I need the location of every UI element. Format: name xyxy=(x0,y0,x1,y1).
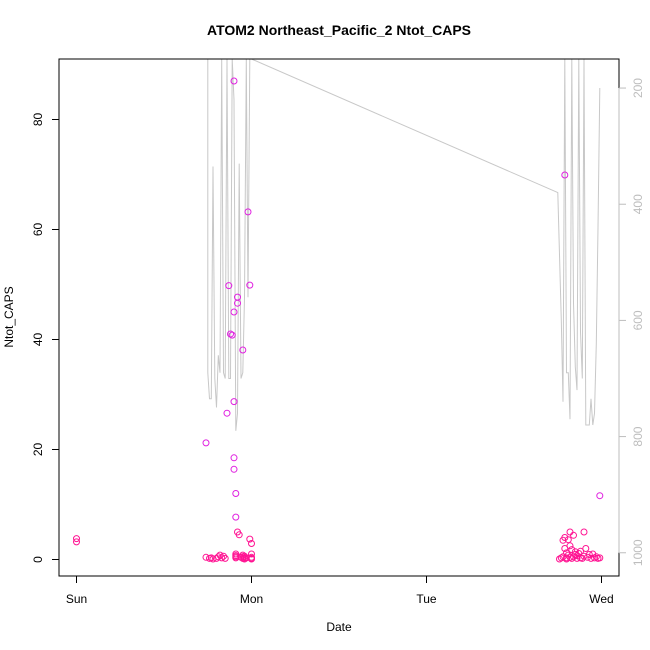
data-point xyxy=(246,535,254,543)
x-tick-label: Sun xyxy=(66,592,87,606)
data-point xyxy=(202,439,210,447)
chart-title: ATOM2 Northeast_Pacific_2 Ntot_CAPS xyxy=(207,22,471,38)
data-point xyxy=(232,490,240,497)
data-point xyxy=(242,554,250,562)
data-point xyxy=(248,540,255,547)
data-point xyxy=(214,553,222,561)
y-tick-label: 0 xyxy=(31,556,45,563)
data-point xyxy=(223,409,231,417)
data-point xyxy=(218,554,226,562)
x-tick-label: Wed xyxy=(589,592,613,606)
data-point xyxy=(571,551,579,558)
plot-area xyxy=(73,58,604,563)
data-point xyxy=(230,398,238,406)
data-point xyxy=(557,554,565,562)
plot-frame xyxy=(58,58,620,577)
data-point xyxy=(232,554,240,562)
data-point xyxy=(248,555,255,563)
x-axis: Sun Mon Tue Wed xyxy=(66,575,614,606)
y2-tick-label: 800 xyxy=(631,426,645,446)
data-point xyxy=(561,171,569,179)
depth-line-series xyxy=(207,58,601,431)
data-point xyxy=(241,552,248,560)
x-tick-label: Mon xyxy=(240,592,263,606)
data-point xyxy=(573,552,581,560)
y-tick-label: 20 xyxy=(31,443,45,457)
y2-tick-label: 400 xyxy=(631,194,645,214)
data-point xyxy=(561,534,569,541)
data-point xyxy=(246,281,254,289)
data-point xyxy=(228,331,236,339)
data-point xyxy=(573,554,581,562)
data-point xyxy=(596,492,604,500)
data-point xyxy=(239,346,247,354)
y-axis-label: Ntot_CAPS xyxy=(2,286,16,347)
data-point xyxy=(73,535,80,543)
point-series xyxy=(73,77,604,563)
data-point xyxy=(566,528,574,536)
data-point xyxy=(564,536,572,544)
y-tick-label: 40 xyxy=(31,333,45,347)
x-tick-label: Tue xyxy=(416,592,437,606)
y-axis: 0 20 40 60 80 xyxy=(31,113,60,563)
x-axis-label: Date xyxy=(326,620,352,634)
data-point xyxy=(235,531,243,539)
data-point xyxy=(568,554,576,562)
data-point xyxy=(585,551,593,558)
data-point xyxy=(244,208,252,216)
data-point xyxy=(225,282,233,290)
data-point xyxy=(230,454,238,462)
data-point xyxy=(570,531,577,539)
data-point xyxy=(202,553,210,561)
data-point xyxy=(232,513,240,521)
data-point xyxy=(207,554,215,562)
data-point xyxy=(563,555,570,563)
data-point xyxy=(230,308,238,316)
data-point xyxy=(571,548,579,556)
data-point xyxy=(568,546,576,554)
data-point xyxy=(566,542,574,550)
data-point xyxy=(577,547,584,555)
data-point xyxy=(234,299,241,307)
y2-tick-label: 600 xyxy=(631,310,645,330)
data-point xyxy=(596,554,604,562)
data-point xyxy=(591,554,598,562)
y2-tick-label: 200 xyxy=(631,78,645,98)
y2-axis: 200 400 600 800 1000 xyxy=(618,78,645,566)
data-point xyxy=(566,553,574,561)
data-point xyxy=(248,550,255,558)
data-point xyxy=(73,538,80,546)
data-point xyxy=(227,330,234,338)
data-point xyxy=(556,555,563,563)
data-point xyxy=(230,77,238,85)
data-point xyxy=(241,555,248,563)
data-point xyxy=(578,554,586,562)
data-point xyxy=(582,545,590,552)
data-point xyxy=(580,528,588,536)
data-point xyxy=(592,553,600,561)
data-point xyxy=(221,554,229,562)
data-point xyxy=(220,552,227,560)
y2-tick-label: 1000 xyxy=(631,539,645,566)
y-tick-label: 60 xyxy=(31,223,45,237)
depth-line xyxy=(207,58,601,431)
y-tick-label: 80 xyxy=(31,113,45,127)
data-point xyxy=(230,465,238,473)
